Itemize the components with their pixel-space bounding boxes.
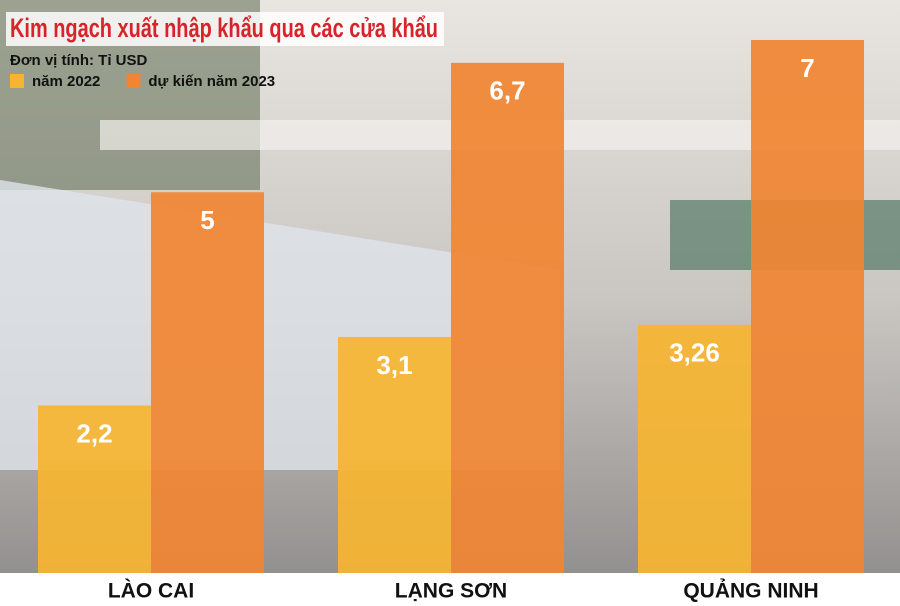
x-tick-label: LÀO CAI	[108, 580, 194, 603]
bar	[38, 405, 151, 573]
value-label: 2,2	[76, 418, 112, 448]
value-label: 6,7	[489, 76, 525, 106]
legend-label: năm 2022	[32, 73, 100, 90]
bar	[151, 192, 264, 574]
x-tick-label: LẠNG SƠN	[395, 580, 507, 603]
value-label: 3,1	[376, 350, 412, 380]
legend-label: dự kiến năm 2023	[148, 73, 275, 90]
legend-swatch	[10, 74, 24, 88]
value-label: 5	[200, 205, 214, 235]
value-label: 7	[800, 53, 814, 83]
legend-swatch	[126, 74, 141, 88]
bar	[751, 40, 864, 573]
bar	[338, 336, 451, 573]
title-backdrop	[6, 12, 444, 46]
legend: năm 2022 dự kiến năm 2023	[10, 73, 275, 90]
chart-subtitle: Đơn vị tính: Tỉ USD	[10, 52, 147, 69]
bar	[451, 62, 564, 573]
chart-title: Kim ngạch xuất nhập khẩu qua các cửa khẩ…	[10, 13, 438, 43]
plot-area: 2,2 5 LÀO CAI 3,1 6,7 LẠNG SƠN 3,26 7 QUẢNG NINH	[38, 40, 864, 603]
x-tick-label: QUẢNG NINH	[683, 580, 818, 603]
label-strip	[0, 573, 900, 606]
bar	[638, 324, 751, 573]
value-label: 3,26	[669, 338, 720, 368]
